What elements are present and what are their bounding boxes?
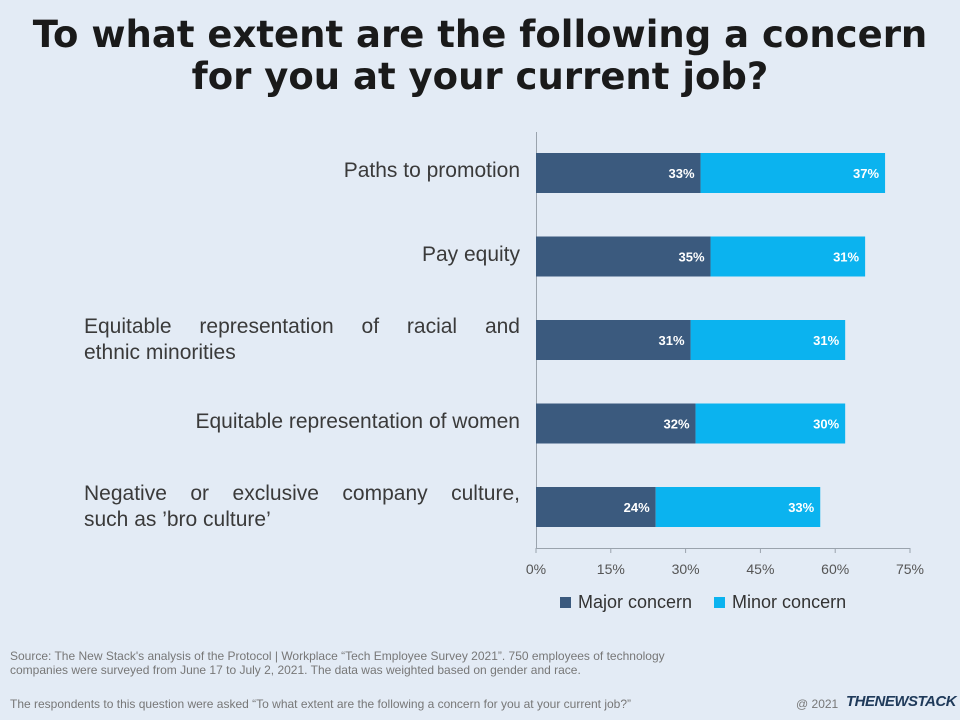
bar-value-label: 30% xyxy=(813,417,839,432)
bar-value-label: 35% xyxy=(679,250,705,265)
legend-swatch-minor xyxy=(714,596,726,608)
category-label: Pay equity xyxy=(84,242,520,268)
bar-value-label: 32% xyxy=(664,417,690,432)
bar-minor xyxy=(710,236,866,277)
bar-major xyxy=(536,153,701,193)
chart-title: To what extent are the following a conce… xyxy=(0,14,960,98)
legend-item-major: Major concern xyxy=(560,592,692,613)
chart-title-line-2: for you at your current job? xyxy=(191,55,769,98)
category-label-line: Negative or exclusive company culture, xyxy=(84,482,520,505)
x-tick-label: 15% xyxy=(597,561,625,577)
category-label: Negative or exclusive company culture, su… xyxy=(84,481,520,533)
bar-value-label: 31% xyxy=(833,250,859,265)
copyright: @ 2021 xyxy=(796,697,839,711)
bar-major xyxy=(536,403,696,444)
category-label: Equitable representation of women xyxy=(84,409,520,435)
category-label-line: Pay equity xyxy=(421,242,520,266)
category-label-line: ethnic minorities xyxy=(84,341,236,364)
bar-value-label: 31% xyxy=(659,333,685,348)
bar-value-label: 31% xyxy=(813,333,839,348)
chart-title-line-1: To what extent are the following a conce… xyxy=(32,13,928,56)
bar-major xyxy=(536,320,691,360)
category-label: Equitable representation of racial and et… xyxy=(84,314,520,366)
category-label-line: Equitable representation of women xyxy=(195,409,520,433)
category-label-line: Paths to promotion xyxy=(343,159,520,182)
x-tick-label: 45% xyxy=(746,561,774,577)
source-note: Source: The New Stack's analysis of the … xyxy=(10,649,800,677)
bar-minor xyxy=(700,153,886,193)
bar-major xyxy=(536,236,711,277)
legend-label-major: Major concern xyxy=(578,591,693,612)
x-tick-label: 0% xyxy=(526,561,546,577)
category-label-line: such as ’bro culture’ xyxy=(84,508,271,531)
x-tick-label: 75% xyxy=(896,561,924,577)
source-line-1: Source: The New Stack's analysis of the … xyxy=(10,649,665,663)
legend: Major concern Minor concern xyxy=(560,590,846,614)
bar-minor xyxy=(695,403,846,444)
bar-value-label: 24% xyxy=(624,500,650,515)
bar-minor xyxy=(690,320,846,360)
bar-minor xyxy=(655,487,821,527)
legend-item-minor: Minor concern xyxy=(714,592,846,613)
category-label-line: Equitable representation of racial and xyxy=(84,315,520,338)
x-tick-label: 60% xyxy=(821,561,849,577)
bar-value-label: 33% xyxy=(669,166,695,181)
question-note: The respondents to this question were as… xyxy=(10,697,632,711)
x-tick-label: 30% xyxy=(672,561,700,577)
brand-logo: THENEWSTACK xyxy=(846,693,957,710)
bar-major xyxy=(536,487,656,527)
bar-value-label: 33% xyxy=(788,500,814,515)
bar-value-label: 37% xyxy=(853,166,879,181)
category-label: Paths to promotion xyxy=(84,158,520,184)
legend-label-minor: Minor concern xyxy=(732,591,847,612)
legend-swatch-major xyxy=(560,596,571,608)
source-line-2: companies were surveyed from June 17 to … xyxy=(10,663,581,677)
